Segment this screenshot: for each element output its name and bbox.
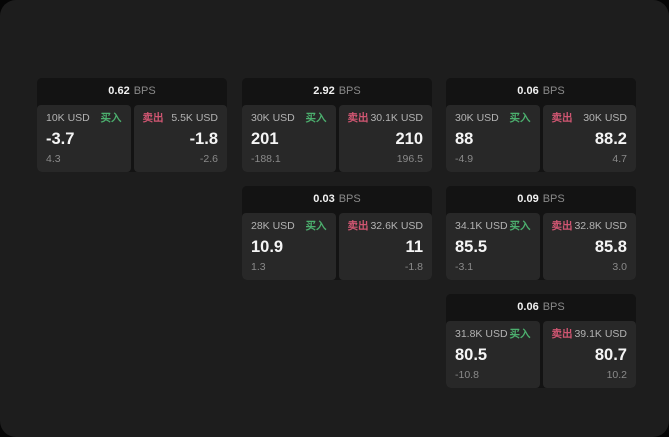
bps-value: 2.92 [313,85,335,97]
sell-sub-value: 196.5 [396,153,423,165]
sell-label: 卖出 [347,220,369,232]
sell-panel[interactable]: 卖出 39.1K USD 80.7 10.2 [542,321,636,388]
bps-value: 0.09 [517,193,539,205]
buy-panel[interactable]: 10K USD 买入 -3.7 4.3 [37,105,131,172]
buy-amount: 10K USD [46,112,90,124]
buy-panel[interactable]: 30K USD 买入 88 -4.9 [446,105,540,172]
sell-sub-value: 3.0 [612,261,627,273]
bps-header: 0.03 BPS [242,186,432,212]
sell-price: 210 [395,130,423,148]
quote-card-6: 0.06 BPS 31.8K USD 买入 80.5 -10.8 卖出 39.1… [446,294,636,388]
bps-unit: BPS [338,193,361,205]
sell-panel[interactable]: 卖出 30K USD 88.2 4.7 [542,105,636,172]
sell-amount: 30K USD [583,112,627,124]
sell-panel[interactable]: 卖出 32.6K USD 11 -1.8 [338,213,432,280]
buy-label: 买入 [509,112,531,124]
buy-label: 买入 [305,220,327,232]
buy-amount: 30K USD [251,112,295,124]
sell-panel[interactable]: 卖出 5.5K USD -1.8 -2.6 [133,105,227,172]
sell-label: 卖出 [347,112,369,124]
buy-amount: 34.1K USD [455,220,508,232]
sell-price: 11 [405,238,423,256]
sell-panel[interactable]: 卖出 30.1K USD 210 196.5 [338,105,432,172]
quote-card-1: 0.62 BPS 10K USD 买入 -3.7 4.3 卖出 5.5K USD… [37,78,227,172]
quote-card-4: 0.03 BPS 28K USD 买入 10.9 1.3 卖出 32.6K US… [242,186,432,280]
buy-label: 买入 [509,328,531,340]
buy-sub-value: -188.1 [251,153,281,165]
buy-label: 买入 [509,220,531,232]
bps-value: 0.03 [313,193,335,205]
bps-header: 0.09 BPS [446,186,636,212]
sell-panel[interactable]: 卖出 32.8K USD 85.8 3.0 [542,213,636,280]
buy-sub-value: -4.9 [455,153,474,165]
buy-label: 买入 [100,112,122,124]
bps-unit: BPS [542,193,565,205]
bps-unit: BPS [133,85,156,97]
buy-sub-value: -3.1 [455,261,474,273]
sell-amount: 5.5K USD [171,112,218,124]
bps-header: 0.62 BPS [37,78,227,104]
buy-amount: 31.8K USD [455,328,508,340]
sell-label: 卖出 [551,112,573,124]
buy-price: 10.9 [251,238,284,256]
buy-sub-value: 4.3 [46,153,61,165]
buy-price: 88 [455,130,474,148]
buy-sub-value: -10.8 [455,369,479,381]
quote-card-3: 0.06 BPS 30K USD 买入 88 -4.9 卖出 30K USD 8… [446,78,636,172]
buy-panel[interactable]: 30K USD 买入 201 -188.1 [242,105,336,172]
sell-sub-value: -2.6 [199,153,218,165]
sell-amount: 32.6K USD [370,220,423,232]
bps-unit: BPS [542,301,565,313]
buy-price: 201 [251,130,279,148]
buy-label: 买入 [305,112,327,124]
bps-header: 2.92 BPS [242,78,432,104]
sell-amount: 32.8K USD [574,220,627,232]
bps-value: 0.06 [517,301,539,313]
buy-price: 80.5 [455,346,488,364]
sell-price: 80.7 [594,346,627,364]
sell-label: 卖出 [551,220,573,232]
sell-label: 卖出 [551,328,573,340]
buy-price: 85.5 [455,238,488,256]
sell-sub-value: -1.8 [404,261,423,273]
buy-amount: 28K USD [251,220,295,232]
sell-amount: 30.1K USD [370,112,423,124]
buy-panel[interactable]: 34.1K USD 买入 85.5 -3.1 [446,213,540,280]
sell-price: -1.8 [189,130,218,148]
bps-unit: BPS [338,85,361,97]
bps-header: 0.06 BPS [446,78,636,104]
buy-price: -3.7 [46,130,75,148]
buy-amount: 30K USD [455,112,499,124]
sell-price: 88.2 [594,130,627,148]
quote-card-2: 2.92 BPS 30K USD 买入 201 -188.1 卖出 30.1K … [242,78,432,172]
sell-price: 85.8 [594,238,627,256]
bps-value: 0.06 [517,85,539,97]
bps-unit: BPS [542,85,565,97]
sell-amount: 39.1K USD [574,328,627,340]
sell-label: 卖出 [142,112,164,124]
bps-header: 0.06 BPS [446,294,636,320]
quote-card-5: 0.09 BPS 34.1K USD 买入 85.5 -3.1 卖出 32.8K… [446,186,636,280]
sell-sub-value: 4.7 [612,153,627,165]
sell-sub-value: 10.2 [606,369,627,381]
bps-value: 0.62 [108,85,130,97]
buy-sub-value: 1.3 [251,261,266,273]
buy-panel[interactable]: 28K USD 买入 10.9 1.3 [242,213,336,280]
buy-panel[interactable]: 31.8K USD 买入 80.5 -10.8 [446,321,540,388]
